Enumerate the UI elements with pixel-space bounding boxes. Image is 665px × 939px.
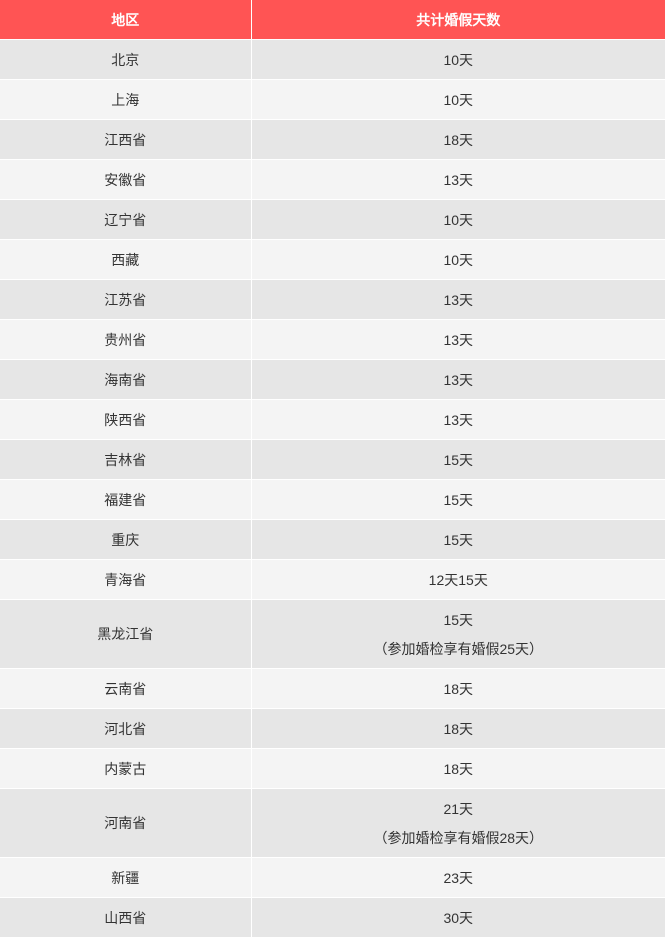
table-row: 福建省 15天: [0, 479, 665, 520]
days-value: 15天: [443, 451, 474, 468]
table-row: 内蒙古 18天: [0, 748, 665, 789]
table-row: 重庆 15天: [0, 519, 665, 560]
days-cell: 10天: [251, 199, 665, 240]
days-value: 18天: [443, 760, 474, 777]
table-row: 江西省 18天: [0, 119, 665, 160]
days-value: 10天: [443, 51, 474, 68]
region-cell: 海南省: [0, 359, 252, 400]
days-cell: 15天: [251, 519, 665, 560]
days-cell: 13天: [251, 359, 665, 400]
table-row: 北京 10天: [0, 39, 665, 80]
table-row: 山西省 30天: [0, 897, 665, 938]
days-cell: 23天: [251, 857, 665, 898]
table-row: 江苏省 13天: [0, 279, 665, 320]
table-row: 云南省 18天: [0, 668, 665, 709]
header-total-days: 共计婚假天数: [251, 0, 665, 40]
days-cell: 15天: [251, 479, 665, 520]
days-value: 13天: [443, 371, 474, 388]
days-cell: 10天: [251, 79, 665, 120]
days-value: 13天: [443, 291, 474, 308]
region-cell: 福建省: [0, 479, 252, 520]
table-header-row: 地区 共计婚假天数: [0, 0, 665, 40]
days-cell: 10天: [251, 239, 665, 280]
days-value: 23天: [443, 869, 474, 886]
table-row: 河北省 18天: [0, 708, 665, 749]
header-region: 地区: [0, 0, 252, 40]
days-cell: 13天: [251, 399, 665, 440]
days-cell: 30天: [251, 897, 665, 938]
region-cell: 新疆: [0, 857, 252, 898]
table-row: 安徽省 13天: [0, 159, 665, 200]
region-cell: 河南省: [0, 788, 252, 858]
region-cell: 江苏省: [0, 279, 252, 320]
days-cell: 13天: [251, 279, 665, 320]
region-cell: 青海省: [0, 559, 252, 600]
days-value: 13天: [443, 171, 474, 188]
table-row: 海南省 13天: [0, 359, 665, 400]
days-note: （参加婚检享有婚假25天）: [373, 640, 544, 657]
table-row: 贵州省 13天: [0, 319, 665, 360]
table-row: 青海省 12天15天: [0, 559, 665, 600]
region-cell: 吉林省: [0, 439, 252, 480]
days-value: 13天: [443, 411, 474, 428]
days-value: 15天: [443, 491, 474, 508]
table-body: 北京 10天 上海 10天 江西省 18天 安徽省 13天 辽宁省 10天 西藏 10天 江苏省 13天贵…: [0, 39, 665, 938]
days-cell: 18天: [251, 119, 665, 160]
region-cell: 山西省: [0, 897, 252, 938]
region-cell: 江西省: [0, 119, 252, 160]
days-cell: 13天: [251, 319, 665, 360]
days-value: 10天: [443, 251, 474, 268]
table-row: 上海 10天: [0, 79, 665, 120]
table-row: 陕西省 13天: [0, 399, 665, 440]
days-cell: 18天: [251, 668, 665, 709]
days-value: 18天: [443, 131, 474, 148]
table-row: 黑龙江省 15天 （参加婚检享有婚假25天）: [0, 599, 665, 669]
region-cell: 内蒙古: [0, 748, 252, 789]
days-value: 10天: [443, 211, 474, 228]
table-row: 西藏 10天: [0, 239, 665, 280]
days-cell: 12天15天: [251, 559, 665, 600]
days-value: 18天: [443, 680, 474, 697]
table-row: 辽宁省 10天: [0, 199, 665, 240]
region-cell: 贵州省: [0, 319, 252, 360]
days-cell: 18天: [251, 748, 665, 789]
days-note: （参加婚检享有婚假28天）: [373, 829, 544, 846]
days-cell: 21天 （参加婚检享有婚假28天）: [251, 788, 665, 858]
region-cell: 上海: [0, 79, 252, 120]
days-value: 12天15天: [428, 571, 488, 588]
region-cell: 陕西省: [0, 399, 252, 440]
region-cell: 西藏: [0, 239, 252, 280]
table-row: 新疆 23天: [0, 857, 665, 898]
days-value: 21天: [443, 800, 474, 817]
days-value: 15天: [443, 611, 474, 628]
region-cell: 河北省: [0, 708, 252, 749]
days-cell: 15天 （参加婚检享有婚假25天）: [251, 599, 665, 669]
days-value: 13天: [443, 331, 474, 348]
region-cell: 安徽省: [0, 159, 252, 200]
days-value: 18天: [443, 720, 474, 737]
table-row: 河南省 21天 （参加婚检享有婚假28天）: [0, 788, 665, 858]
days-cell: 13天: [251, 159, 665, 200]
days-value: 10天: [443, 91, 474, 108]
region-cell: 北京: [0, 39, 252, 80]
days-cell: 10天: [251, 39, 665, 80]
days-cell: 18天: [251, 708, 665, 749]
days-cell: 15天: [251, 439, 665, 480]
table-row: 吉林省 15天: [0, 439, 665, 480]
region-cell: 辽宁省: [0, 199, 252, 240]
days-value: 30天: [443, 909, 474, 926]
days-value: 15天: [443, 531, 474, 548]
region-cell: 黑龙江省: [0, 599, 252, 669]
region-cell: 重庆: [0, 519, 252, 560]
region-cell: 云南省: [0, 668, 252, 709]
